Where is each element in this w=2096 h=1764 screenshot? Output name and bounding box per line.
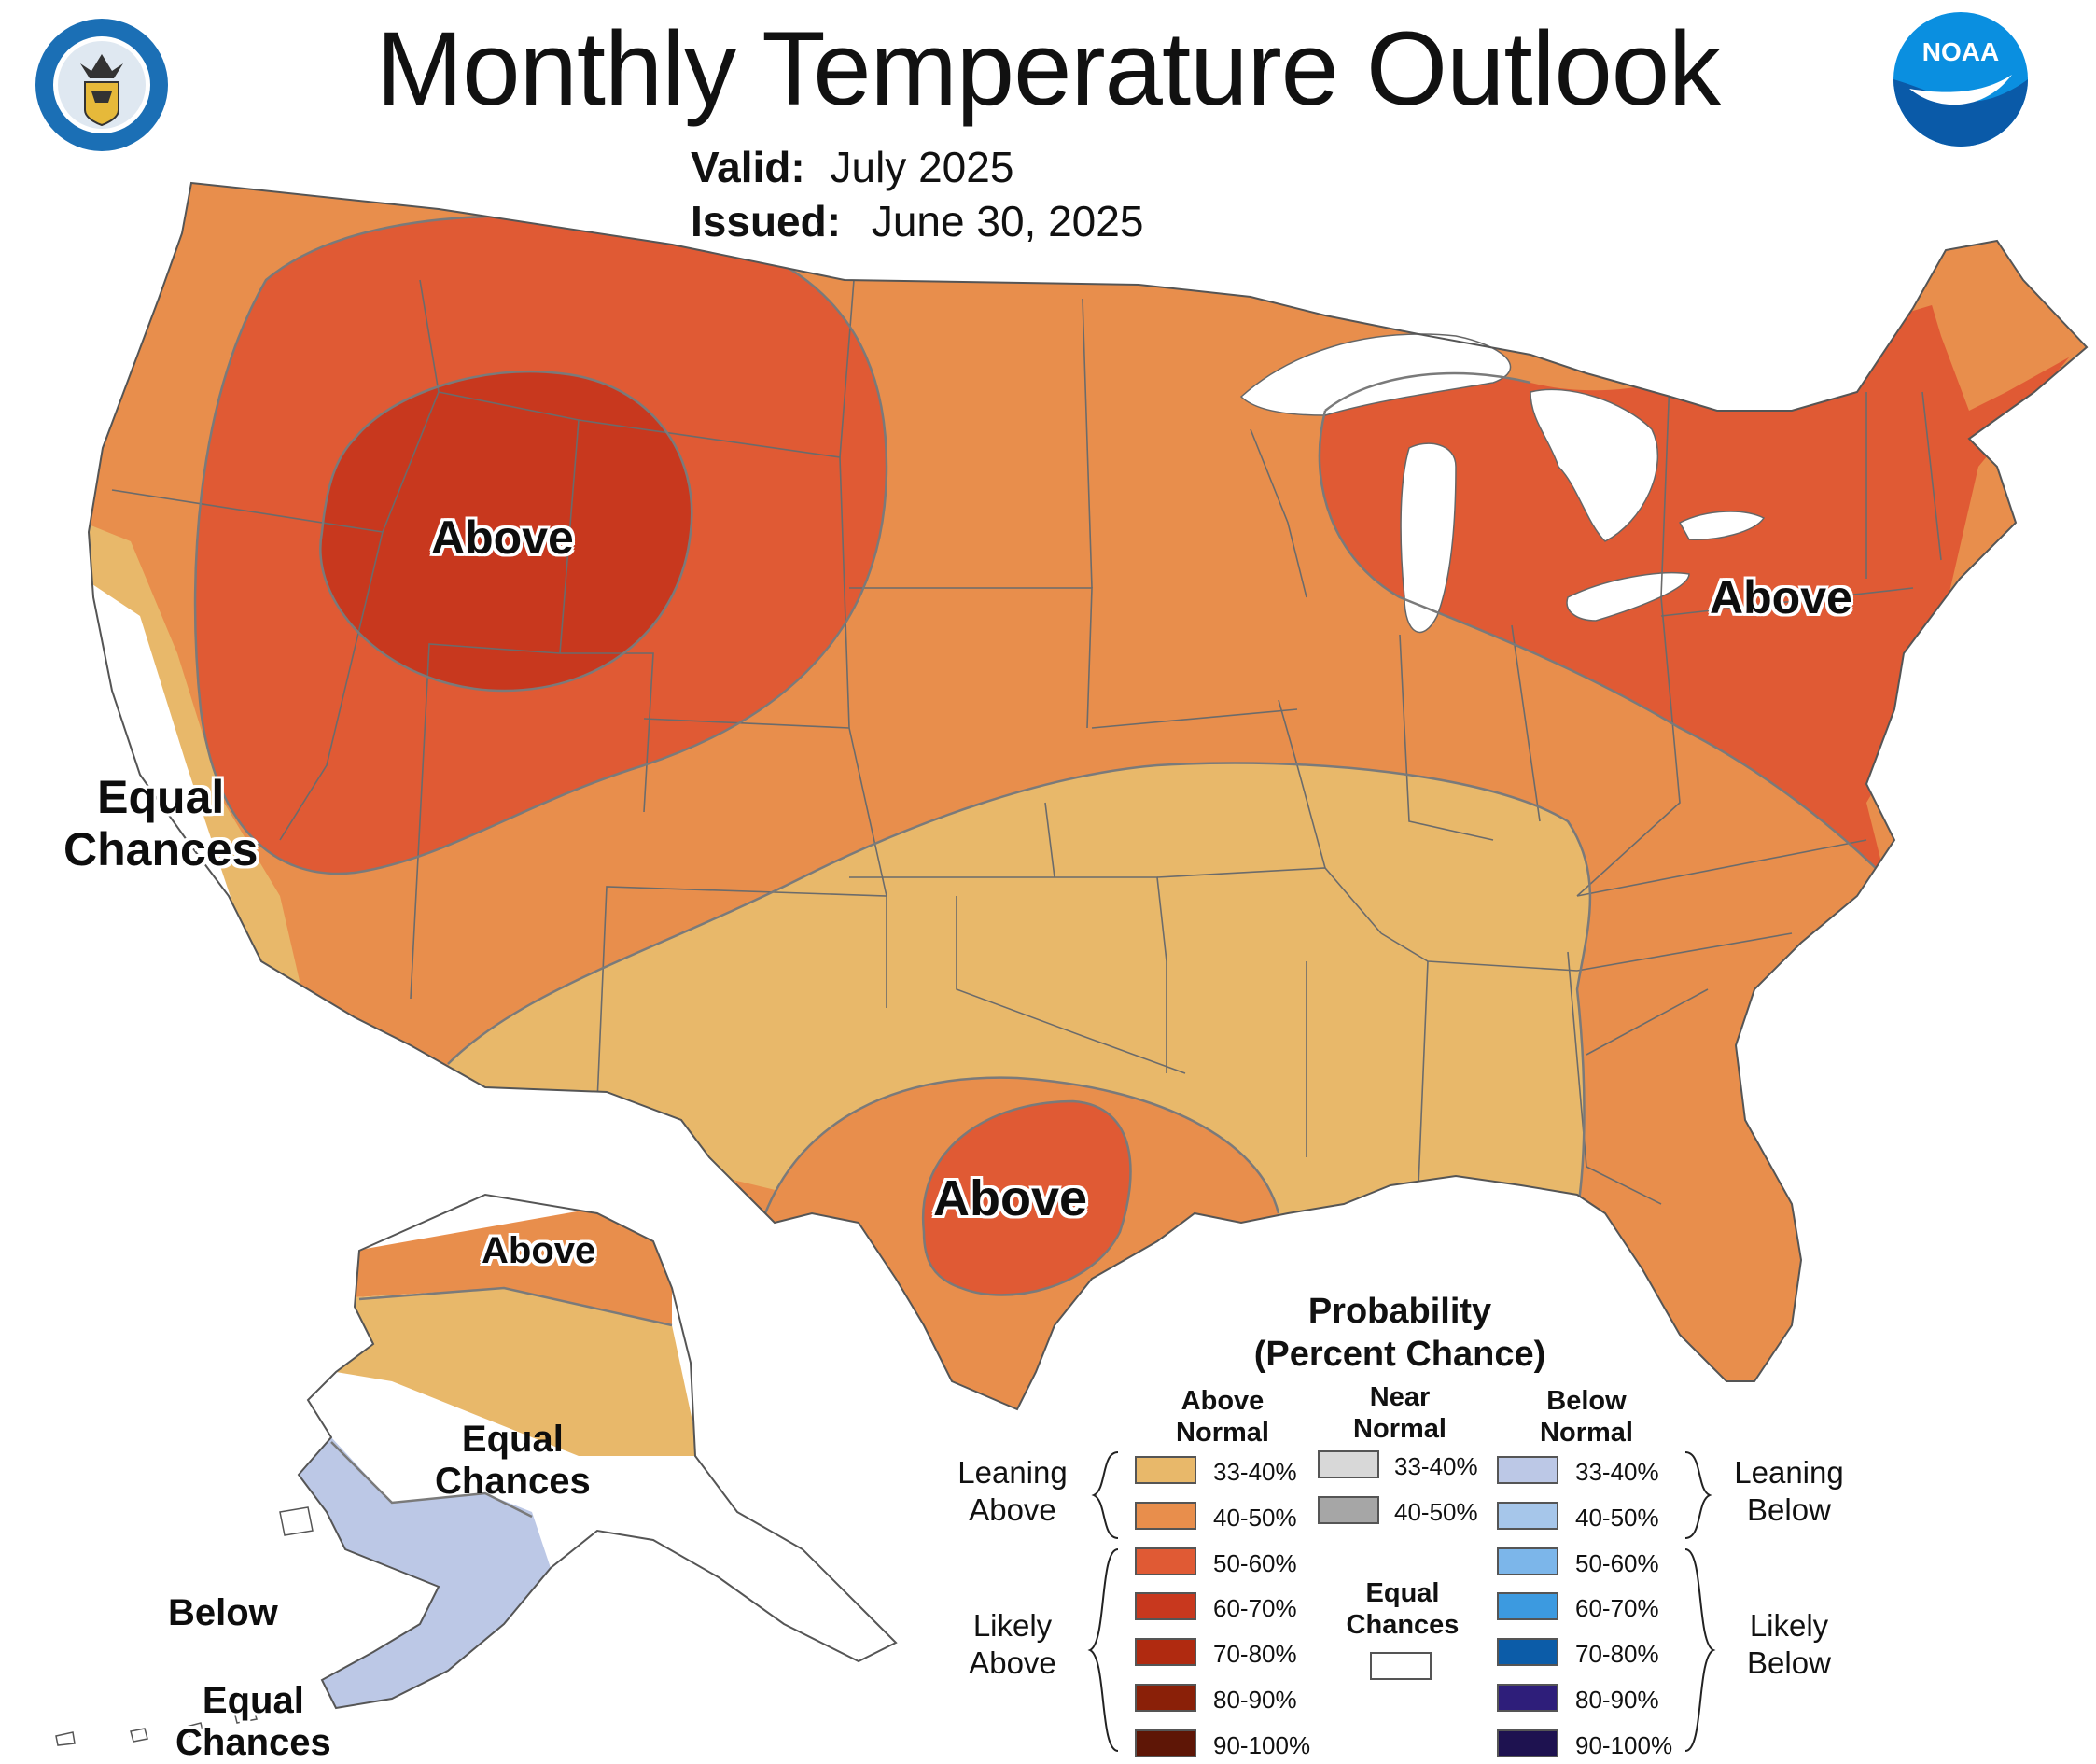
label-west-coast-ec-line2: Chances — [63, 823, 259, 875]
legend-swatch-above-80-90pct — [1135, 1684, 1196, 1712]
legend-label-below-33-40pct: 33-40% — [1575, 1458, 1659, 1486]
issued-row: Issued: June 30, 2025 — [691, 194, 1143, 248]
label-alaska-south-ec-line2: Chances — [175, 1721, 331, 1763]
legend-swatch-below-40-50pct — [1497, 1502, 1558, 1530]
issued-label: Issued: — [691, 197, 842, 245]
legend-label-near-33-40pct: 33-40% — [1394, 1452, 1478, 1480]
label-alaska-ec-line2: Chances — [435, 1460, 591, 1502]
legend-leaning-below: Leaning Below — [1719, 1454, 1859, 1529]
noaa-logo-icon: NOAA — [1893, 12, 2028, 147]
legend-near-heading-1: Near — [1369, 1382, 1431, 1412]
legend-leaning-above-1: Leaning — [957, 1455, 1068, 1490]
legend-swatch-below-90-100pct — [1497, 1729, 1558, 1757]
legend-label-below-70-80pct: 70-80% — [1575, 1640, 1659, 1668]
legend-title-line2: (Percent Chance) — [1253, 1335, 1546, 1374]
legend-label-above-60-70pct: 60-70% — [1213, 1594, 1297, 1622]
legend-swatch-below-50-60pct — [1497, 1547, 1558, 1575]
legend-label-below-60-70pct: 60-70% — [1575, 1594, 1659, 1622]
legend-equal-chances: Equal Chances — [1333, 1577, 1473, 1641]
legend-swatch-below-33-40pct — [1497, 1456, 1558, 1484]
label-alaska-equal-chances: Equal Chances — [435, 1419, 591, 1503]
legend-leaning-above-2: Above — [969, 1492, 1056, 1527]
valid-value: July 2025 — [830, 143, 1014, 191]
legend-likely-below: Likely Below — [1719, 1607, 1859, 1682]
map-title: Monthly Temperature Outlook — [375, 10, 1721, 127]
legend-swatch-below-60-70pct — [1497, 1592, 1558, 1620]
legend-label-below-90-100pct: 90-100% — [1575, 1731, 1673, 1759]
legend-label-below-50-60pct: 50-60% — [1575, 1549, 1659, 1577]
legend-below-heading-1: Below — [1546, 1386, 1627, 1416]
legend-label-below-80-90pct: 80-90% — [1575, 1686, 1659, 1714]
legend-above-heading-1: Above — [1181, 1386, 1265, 1416]
legend-below-heading: Below Normal — [1521, 1385, 1652, 1449]
label-texas-above: Above — [933, 1170, 1088, 1226]
label-west-coast-ec-line1: Equal — [97, 771, 225, 823]
legend-swatch-below-80-90pct — [1497, 1684, 1558, 1712]
legend-label-above-40-50pct: 40-50% — [1213, 1504, 1297, 1532]
legend-likely-below-2: Below — [1747, 1645, 1831, 1680]
legend-swatch-below-70-80pct — [1497, 1638, 1558, 1666]
legend-label-above-33-40pct: 33-40% — [1213, 1458, 1297, 1486]
legend-likely-below-1: Likely — [1749, 1608, 1829, 1643]
legend-label-above-90-100pct: 90-100% — [1213, 1731, 1311, 1759]
valid-label: Valid: — [691, 143, 805, 191]
label-alaska-north-above: Above — [482, 1230, 596, 1271]
legend-title: Probability (Percent Chance) — [1213, 1290, 1586, 1376]
legend-leaning-below-1: Leaning — [1734, 1455, 1844, 1490]
legend-label-above-50-60pct: 50-60% — [1213, 1549, 1297, 1577]
legend-above-heading-2: Normal — [1176, 1418, 1269, 1448]
legend-label-above-80-90pct: 80-90% — [1213, 1686, 1297, 1714]
legend-above-heading: Above Normal — [1157, 1385, 1288, 1449]
legend-equal-chances-2: Chances — [1346, 1610, 1460, 1640]
legend-swatch-above-33-40pct — [1135, 1456, 1196, 1484]
legend-swatch-above-40-50pct — [1135, 1502, 1196, 1530]
legend-swatch-above-70-80pct — [1135, 1638, 1196, 1666]
legend-likely-above-2: Above — [969, 1645, 1056, 1680]
legend-swatch-above-60-70pct — [1135, 1592, 1196, 1620]
doc-seal-icon — [35, 19, 168, 151]
label-west-above: Above — [431, 511, 574, 564]
legend-swatch-above-90-100pct — [1135, 1729, 1196, 1757]
svg-text:NOAA: NOAA — [1922, 37, 1999, 66]
legend-near-heading: Near Normal — [1334, 1381, 1465, 1445]
legend-title-line1: Probability — [1307, 1292, 1492, 1331]
label-alaska-south-ec-line1: Equal — [202, 1680, 304, 1721]
label-alaska-below: Below — [168, 1592, 278, 1633]
legend-likely-above: Likely Above — [943, 1607, 1083, 1682]
issued-value: June 30, 2025 — [871, 197, 1144, 245]
legend-leaning-above: Leaning Above — [943, 1454, 1083, 1529]
legend-label-above-70-80pct: 70-80% — [1213, 1640, 1297, 1668]
label-west-coast-equal-chances: Equal Chances — [63, 771, 258, 875]
label-northeast-above: Above — [1710, 571, 1852, 623]
legend-below-heading-2: Normal — [1540, 1418, 1633, 1448]
legend-swatch-above-50-60pct — [1135, 1547, 1196, 1575]
legend-likely-above-1: Likely — [972, 1608, 1053, 1643]
legend-label-near-40-50pct: 40-50% — [1394, 1498, 1478, 1526]
label-alaska-south-equal-chances: Equal Chances — [175, 1680, 331, 1764]
label-alaska-ec-line1: Equal — [461, 1419, 564, 1460]
legend-equal-chances-1: Equal — [1365, 1578, 1440, 1608]
legend-leaning-below-2: Below — [1747, 1492, 1831, 1527]
valid-row: Valid: July 2025 — [691, 140, 1143, 194]
legend-swatch-near-33-40pct — [1318, 1450, 1379, 1478]
legend-near-heading-2: Normal — [1353, 1414, 1446, 1444]
legend-swatch-near-40-50pct — [1318, 1496, 1379, 1524]
legend-swatch-equal-chances — [1370, 1652, 1432, 1680]
legend-label-below-40-50pct: 40-50% — [1575, 1504, 1659, 1532]
issue-info: Valid: July 2025 Issued: June 30, 2025 — [691, 140, 1143, 248]
